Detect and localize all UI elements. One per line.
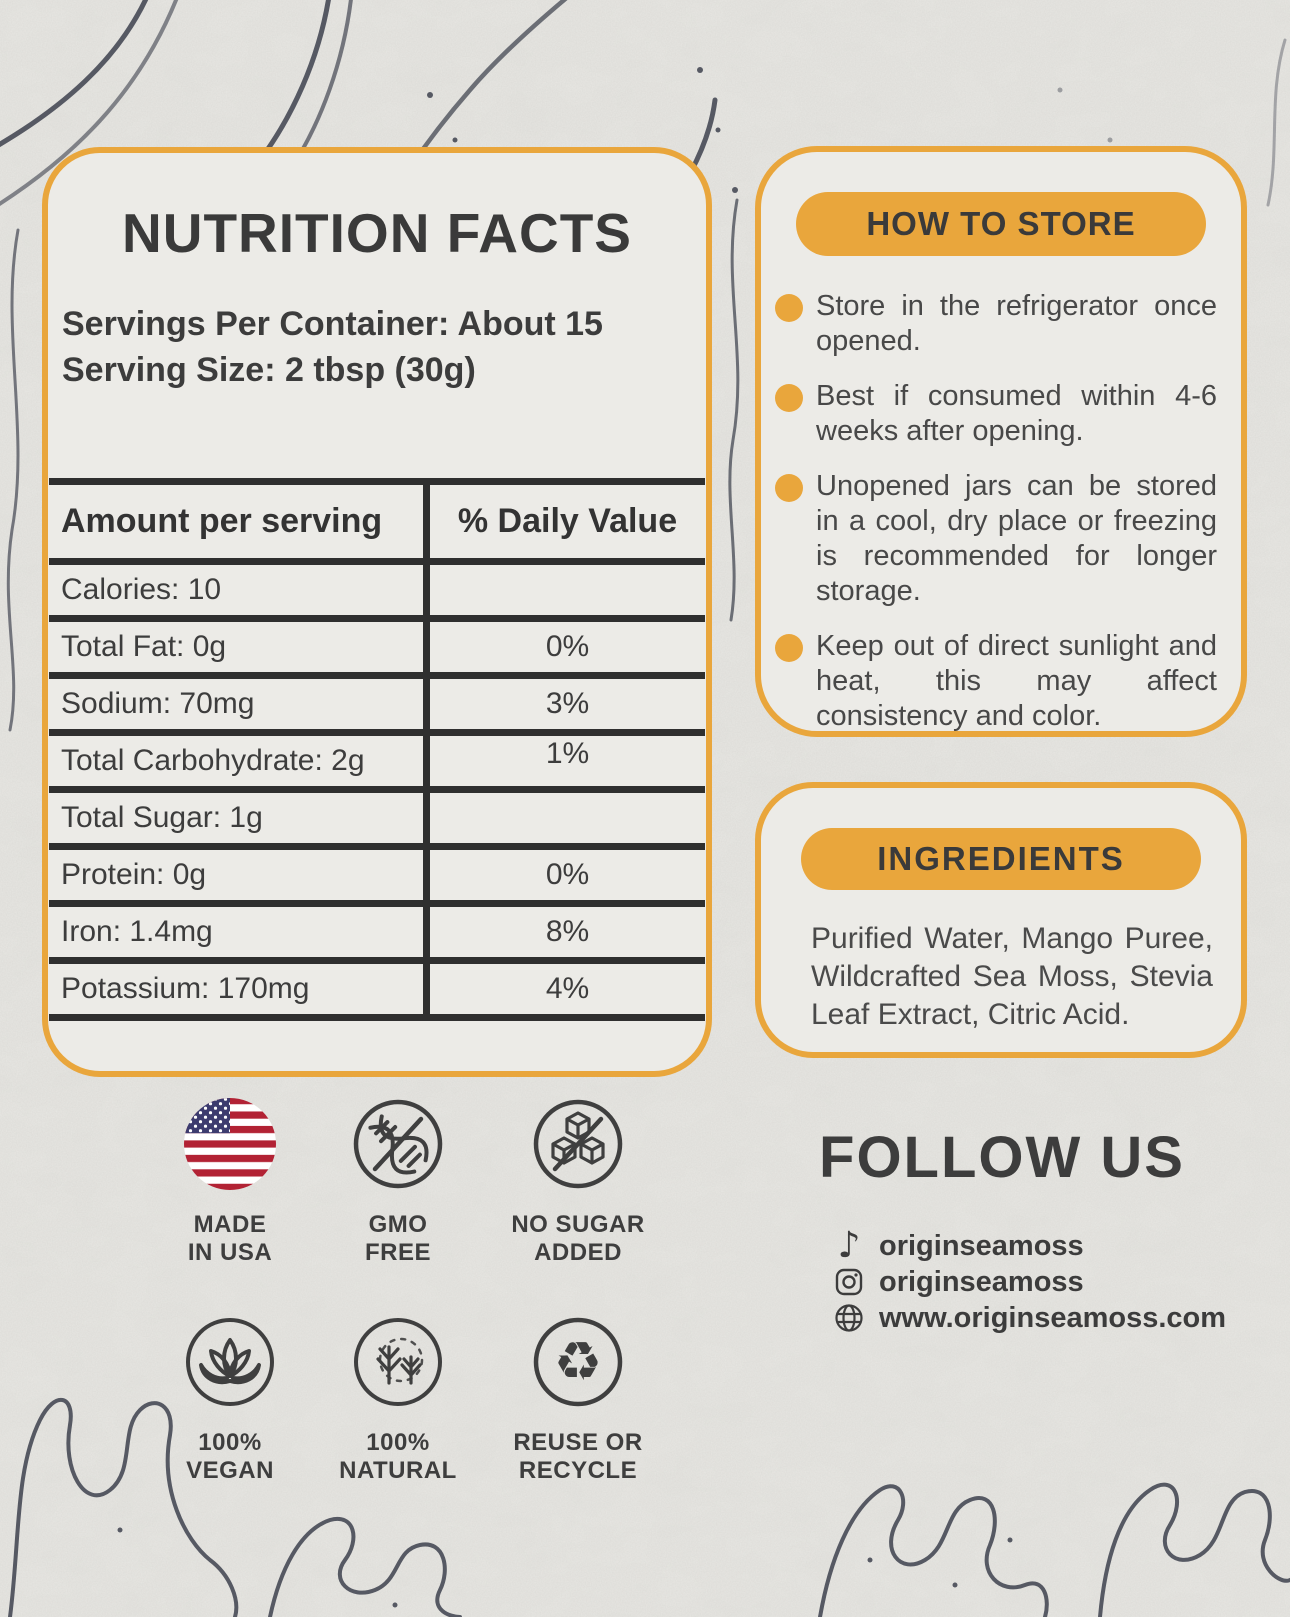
bullet-dot-icon (775, 474, 803, 502)
trees-icon (354, 1318, 442, 1406)
column-header-amount: Amount per serving (49, 485, 430, 558)
list-item-text: Keep out of direct sunlight and heat, th… (816, 630, 1217, 732)
table-row: Iron: 1.4mg 8% (49, 907, 705, 964)
row-daily-value: 1% (545, 737, 590, 770)
row-label: Sodium: 70mg (49, 679, 430, 729)
badge-100-vegan: 100% VEGAN (135, 1315, 325, 1485)
table-row: Protein: 0g 0% (49, 850, 705, 907)
website-url: www.originseamoss.com (879, 1301, 1227, 1334)
list-item-text: Best if consumed within 4-6 weeks after … (816, 380, 1217, 447)
list-item: Keep out of direct sunlight and heat, th… (775, 629, 1217, 734)
badge-100-natural: 100% NATURAL (303, 1315, 493, 1485)
row-daily-value (430, 793, 705, 843)
social-handle: originseamoss (879, 1265, 1084, 1298)
list-item: Best if consumed within 4-6 weeks after … (775, 379, 1217, 449)
table-row: Total Sugar: 1g (49, 793, 705, 850)
row-label: Potassium: 170mg (49, 964, 430, 1014)
gmo-free-icon (353, 1099, 443, 1189)
table-row: Sodium: 70mg 3% (49, 679, 705, 736)
bullet-dot-icon (775, 294, 803, 322)
serving-info: Servings Per Container: About 15 Serving… (62, 301, 706, 393)
nutrition-facts-panel: NUTRITION FACTS Servings Per Container: … (42, 147, 712, 1077)
badge-no-sugar-added: NO SUGAR ADDED (483, 1097, 673, 1267)
svg-text:♻︎: ♻︎ (554, 1330, 602, 1393)
how-to-store-heading: HOW TO STORE (796, 192, 1206, 256)
nutrition-title: NUTRITION FACTS (122, 202, 632, 264)
badge-made-in-usa: MADE IN USA (135, 1097, 325, 1267)
nutrition-table: Amount per serving % Daily Value Calorie… (49, 478, 705, 1021)
bullet-dot-icon (775, 634, 803, 662)
column-header-daily-value: % Daily Value (457, 502, 678, 540)
no-sugar-icon (533, 1099, 623, 1189)
list-item: Store in the refrigerator once opened. (775, 289, 1217, 359)
instagram-icon (832, 1266, 866, 1298)
ingredients-text: Purified Water, Mango Puree, Wildcrafted… (811, 922, 1213, 1031)
storage-instructions-list: Store in the refrigerator once opened. B… (775, 289, 1217, 734)
usa-flag-icon (184, 1098, 276, 1190)
bullet-dot-icon (775, 384, 803, 412)
table-row: Total Fat: 0g 0% (49, 622, 705, 679)
row-daily-value: 0% (545, 630, 590, 663)
row-daily-value: 4% (545, 972, 590, 1005)
table-row: Calories: 10 (49, 565, 705, 622)
ingredients-heading: INGREDIENTS (801, 828, 1201, 890)
row-label: Total Carbohydrate: 2g (49, 736, 430, 786)
list-item: Unopened jars can be stored in a cool, d… (775, 469, 1217, 609)
badge-label: MADE IN USA (187, 1211, 273, 1266)
badge-label: GMO FREE (364, 1211, 431, 1266)
badge-label: NO SUGAR ADDED (511, 1211, 645, 1266)
tiktok-icon: ♪ (837, 1225, 861, 1266)
badge-label: REUSE OR RECYCLE (513, 1429, 643, 1484)
social-link-instagram: originseamoss (832, 1264, 1226, 1300)
row-label: Calories: 10 (49, 565, 430, 615)
social-links: ♪ originseamoss originseamoss (832, 1228, 1226, 1336)
row-daily-value (430, 565, 705, 615)
list-item-text: Unopened jars can be stored in a cool, d… (816, 470, 1217, 607)
row-daily-value: 0% (545, 858, 590, 891)
badge-gmo-free: GMO FREE (303, 1097, 493, 1267)
social-handle: originseamoss (879, 1229, 1084, 1262)
badge-label: 100% NATURAL (339, 1429, 457, 1484)
servings-per-container: Servings Per Container: About 15 (62, 305, 603, 343)
ingredients-panel: INGREDIENTS Purified Water, Mango Puree,… (755, 782, 1247, 1058)
how-to-store-panel: HOW TO STORE Store in the refrigerator o… (755, 146, 1247, 737)
table-row: Total Carbohydrate: 2g 1% (49, 736, 705, 793)
row-daily-value: 8% (545, 915, 590, 948)
lotus-icon (186, 1318, 274, 1406)
serving-size: Serving Size: 2 tbsp (30g) (62, 351, 476, 389)
list-item-text: Store in the refrigerator once opened. (816, 290, 1217, 357)
row-daily-value: 3% (545, 687, 590, 720)
badge-reuse-recycle: ♻︎ REUSE OR RECYCLE (483, 1315, 673, 1485)
row-label: Total Sugar: 1g (49, 793, 430, 843)
social-link-website: www.originseamoss.com (832, 1300, 1226, 1336)
recycle-icon: ♻︎ (533, 1317, 623, 1407)
row-label: Iron: 1.4mg (49, 907, 430, 957)
badge-label: 100% VEGAN (186, 1429, 274, 1484)
table-row: Potassium: 170mg 4% (49, 964, 705, 1021)
nutrition-table-header: Amount per serving % Daily Value (49, 478, 705, 565)
row-label: Total Fat: 0g (49, 622, 430, 672)
row-label: Protein: 0g (49, 850, 430, 900)
follow-us-title: FOLLOW US (819, 1125, 1185, 1190)
globe-icon (832, 1302, 866, 1334)
social-link-tiktok: ♪ originseamoss (832, 1228, 1226, 1264)
